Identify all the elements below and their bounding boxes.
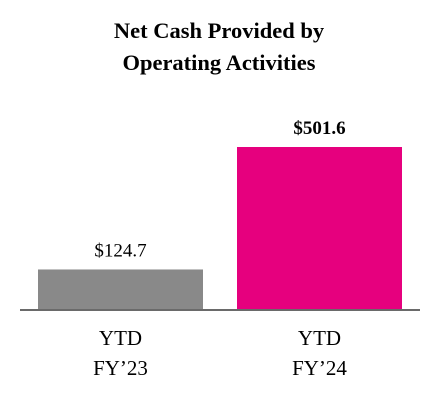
category-label-1-line-1: YTD <box>298 326 341 350</box>
labels-layer: $124.7 YTD FY’23 $501.6 YTD FY’24 <box>93 118 347 380</box>
chart-title-line-1: Net Cash Provided by <box>114 18 325 43</box>
category-label-0-line-2: FY’23 <box>93 356 148 380</box>
bar-1 <box>237 147 402 310</box>
data-label-0: $124.7 <box>94 240 146 261</box>
chart-title-line-2: Operating Activities <box>122 50 315 75</box>
bars-layer <box>38 147 402 310</box>
data-label-1: $501.6 <box>293 118 345 139</box>
category-label-0-line-1: YTD <box>99 326 142 350</box>
bar-0 <box>38 269 203 310</box>
category-label-1-line-2: FY’24 <box>292 356 347 380</box>
